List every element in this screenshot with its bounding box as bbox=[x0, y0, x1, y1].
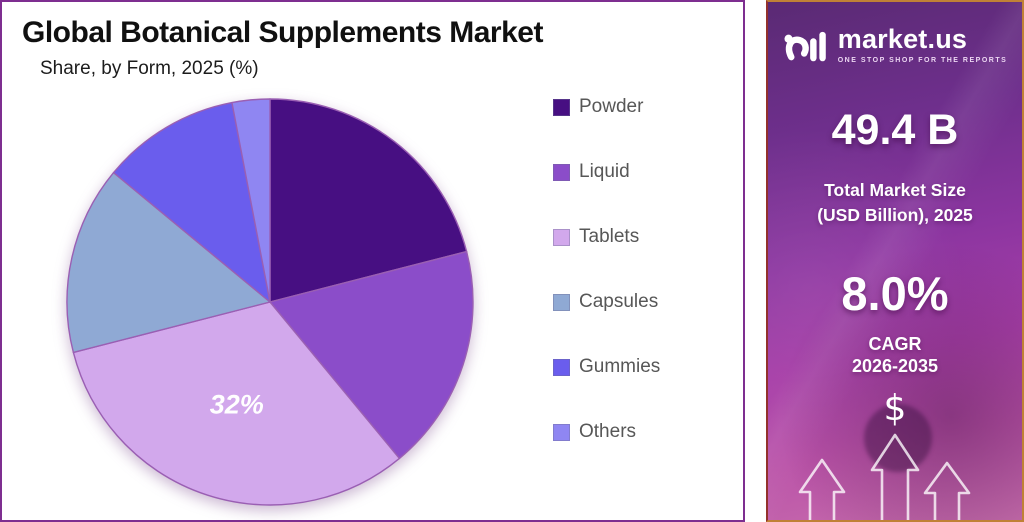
pie-slice-gummies bbox=[112, 101, 271, 303]
legend-item-gummies: Gummies bbox=[553, 356, 660, 378]
brand-logo-icon bbox=[784, 31, 826, 62]
pie-slice-others bbox=[231, 98, 271, 303]
pie-slice-liquid bbox=[269, 250, 474, 460]
page-title: Global Botanical Supplements Market bbox=[22, 16, 543, 49]
dollar-icon: $ bbox=[883, 388, 907, 429]
legend-item-powder: Powder bbox=[553, 96, 660, 118]
legend-label: Tablets bbox=[579, 226, 640, 247]
pie-slice-value-label: 32% bbox=[210, 389, 264, 419]
legend-label: Gummies bbox=[579, 356, 661, 377]
legend-label: Others bbox=[579, 421, 637, 442]
legend-swatch bbox=[553, 228, 570, 246]
legend-swatch bbox=[553, 163, 570, 181]
brand-name: market.us bbox=[837, 24, 968, 54]
brand-panel: market.us ONE STOP SHOP FOR THE REPORTS … bbox=[766, 0, 1024, 522]
market-size-label-line2: (USD Billion), 2025 bbox=[817, 204, 973, 225]
cagr-label: CAGR bbox=[868, 334, 922, 354]
brand-logo: market.us ONE STOP SHOP FOR THE REPORTS bbox=[768, 26, 1022, 68]
growth-arrows-icon bbox=[798, 433, 971, 520]
cagr-period: 2026-2035 bbox=[851, 356, 939, 376]
pie-slice-capsules bbox=[66, 171, 271, 354]
legend: Powder Liquid Tablets Capsules Gummies Others bbox=[553, 96, 660, 443]
pie-slice-powder bbox=[269, 98, 468, 303]
legend-label: Liquid bbox=[579, 161, 630, 182]
legend-item-liquid: Liquid bbox=[553, 161, 660, 183]
market-size-value: 49.4 B bbox=[831, 106, 959, 154]
legend-item-others: Others bbox=[553, 421, 660, 443]
page-subtitle: Share, by Form, 2025 (%) bbox=[40, 58, 259, 79]
legend-swatch bbox=[553, 293, 570, 311]
cagr-value: 8.0% bbox=[841, 267, 949, 320]
legend-item-tablets: Tablets bbox=[553, 226, 660, 248]
legend-label: Powder bbox=[579, 96, 644, 117]
legend-swatch bbox=[553, 358, 570, 376]
chart-card: Global Botanical Supplements Market Shar… bbox=[0, 0, 745, 522]
market-size-label-line1: Total Market Size bbox=[824, 180, 966, 200]
market-size-label: Total Market Size (USD Billion), 2025 bbox=[768, 178, 1022, 227]
legend-label: Capsules bbox=[579, 291, 659, 312]
legend-swatch bbox=[553, 423, 570, 441]
brand-tagline: ONE STOP SHOP FOR THE REPORTS bbox=[837, 57, 1008, 64]
legend-swatch bbox=[553, 98, 570, 116]
legend-item-capsules: Capsules bbox=[553, 291, 660, 313]
pie-slice-tablets bbox=[72, 301, 401, 506]
pie-chart: 32% bbox=[66, 98, 474, 506]
